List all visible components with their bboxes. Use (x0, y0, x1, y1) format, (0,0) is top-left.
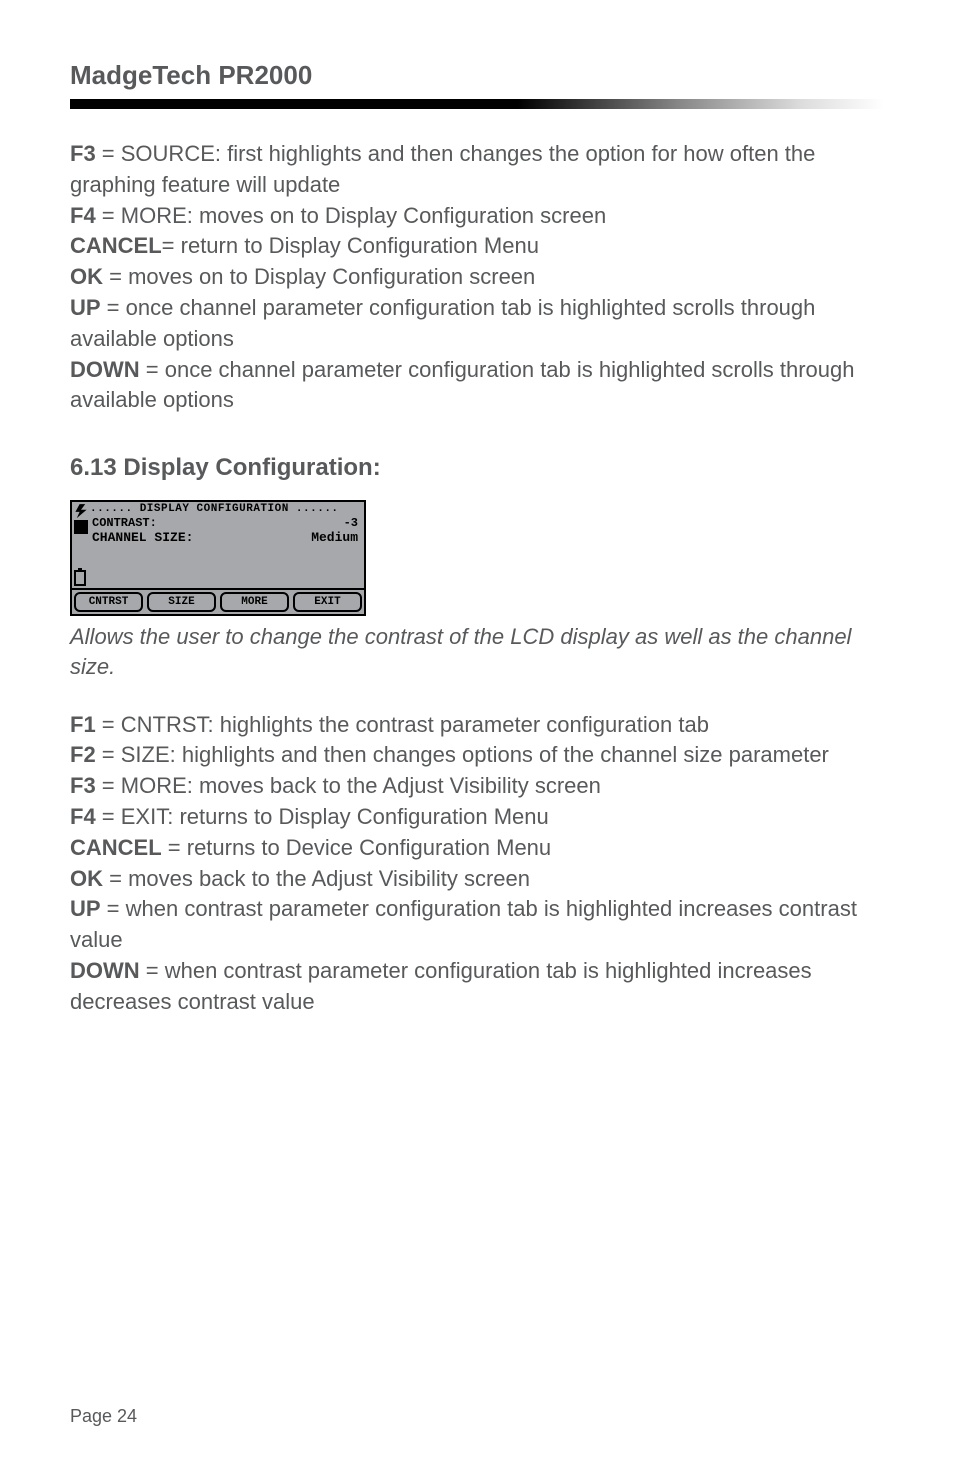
figure-caption: Allows the user to change the contrast o… (70, 622, 884, 681)
battery-icon (74, 570, 86, 586)
key-label: F4 (70, 203, 96, 228)
key-label: F2 (70, 742, 96, 767)
key-desc: = returns to Device Configuration Menu (162, 835, 551, 860)
page-content: MadgeTech PR2000 F3 = SOURCE: first high… (0, 0, 954, 1018)
key-label: F4 (70, 804, 96, 829)
lcd-row-value: Medium (311, 530, 358, 545)
key-label: F1 (70, 712, 96, 737)
section-title: 6.13 Display Configuration: (70, 454, 884, 482)
lcd-softkeys: CNTRST SIZE MORE EXIT (72, 588, 364, 614)
lcd-softkey-more: MORE (220, 592, 289, 612)
lcd-title: ...... DISPLAY CONFIGURATION ...... (90, 503, 358, 515)
key-desc: = moves back to the Adjust Visibility sc… (103, 866, 530, 891)
key-label: DOWN (70, 958, 140, 983)
lcd-row-channel-size: CHANNEL SIZE: Medium (92, 530, 358, 545)
key-desc: = return to Display Configuration Menu (162, 233, 539, 258)
lcd-body: ...... DISPLAY CONFIGURATION ...... CONT… (72, 502, 364, 588)
page-title: MadgeTech PR2000 (70, 60, 884, 91)
bolt-icon (74, 504, 88, 518)
key-label: OK (70, 866, 103, 891)
header-divider (70, 99, 884, 109)
key-desc: = CNTRST: highlights the contrast parame… (96, 712, 709, 737)
page-number: Page 24 (70, 1406, 137, 1427)
lcd-row-contrast: CONTRAST: -3 (92, 516, 358, 530)
key-label: F3 (70, 773, 96, 798)
key-label: CANCEL (70, 233, 162, 258)
key-desc: = MORE: moves on to Display Configuratio… (96, 203, 607, 228)
key-label: UP (70, 295, 101, 320)
key-desc: = SIZE: highlights and then changes opti… (96, 742, 829, 767)
key-label: F3 (70, 141, 96, 166)
lcd-row-value: -3 (344, 516, 358, 530)
key-desc: = when contrast parameter configuration … (70, 958, 812, 1014)
lcd-softkey-exit: EXIT (293, 592, 362, 612)
key-desc: = once channel parameter configuration t… (70, 357, 854, 413)
key-desc: = MORE: moves back to the Adjust Visibil… (96, 773, 601, 798)
key-label: DOWN (70, 357, 140, 382)
block-icon (74, 520, 88, 534)
lcd-softkey-cntrst: CNTRST (74, 592, 143, 612)
lcd-softkey-size: SIZE (147, 592, 216, 612)
key-definitions-block-2: F1 = CNTRST: highlights the contrast par… (70, 710, 884, 1018)
key-desc: = once channel parameter configuration t… (70, 295, 815, 351)
key-label: UP (70, 896, 101, 921)
key-label: CANCEL (70, 835, 162, 860)
key-desc: = when contrast parameter configuration … (70, 896, 857, 952)
lcd-row-label: CONTRAST: (92, 516, 157, 530)
key-desc: = moves on to Display Configuration scre… (103, 264, 535, 289)
key-label: OK (70, 264, 103, 289)
lcd-status-icons (74, 504, 90, 536)
key-definitions-block-1: F3 = SOURCE: first highlights and then c… (70, 139, 884, 416)
lcd-row-label: CHANNEL SIZE: (92, 530, 193, 545)
lcd-screenshot: ...... DISPLAY CONFIGURATION ...... CONT… (70, 500, 366, 616)
key-desc: = EXIT: returns to Display Configuration… (96, 804, 549, 829)
key-desc: = SOURCE: first highlights and then chan… (70, 141, 815, 197)
